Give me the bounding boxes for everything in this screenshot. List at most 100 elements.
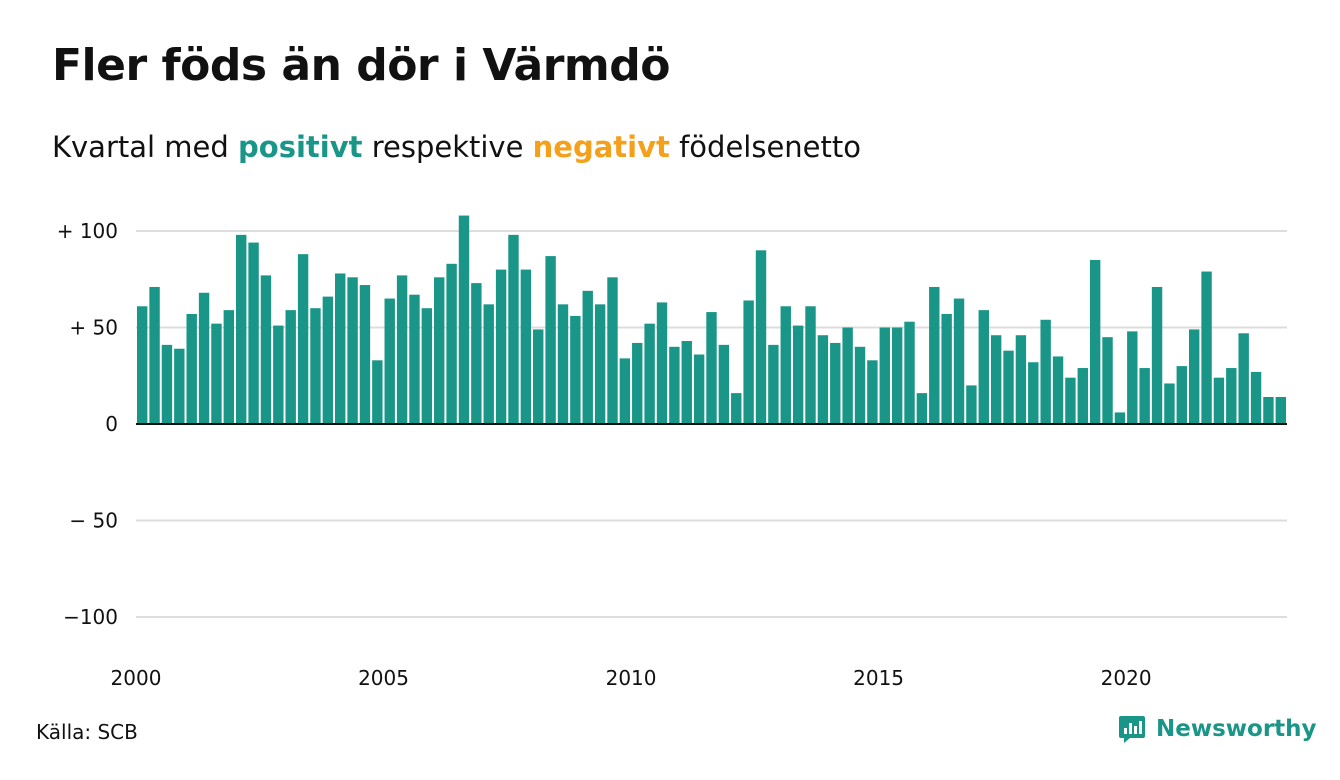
bar: [297, 254, 309, 424]
bar: [830, 342, 841, 424]
y-tick-label: + 50: [69, 316, 118, 340]
bar: [483, 304, 494, 424]
brand-name: Newsworthy: [1156, 716, 1317, 742]
bar: [644, 323, 655, 424]
bar: [632, 342, 643, 424]
bar: [335, 273, 346, 424]
bar-chart: + 100 + 50 0 − 50 −100 2000 2005 2010 2015 2020: [57, 215, 1287, 690]
bar: [706, 312, 717, 424]
bar: [285, 310, 296, 424]
bar: [1028, 362, 1039, 424]
bar: [1102, 337, 1113, 424]
bar: [582, 290, 593, 424]
subtitle-positive-label: positivt: [238, 130, 363, 164]
bar: [211, 323, 222, 424]
bar: [1065, 377, 1076, 424]
bar: [768, 344, 779, 424]
bar: [594, 304, 606, 424]
bar: [236, 234, 247, 424]
bar: [1226, 368, 1237, 424]
bar: [978, 310, 989, 424]
bar: [1040, 319, 1051, 424]
bar: [929, 286, 940, 424]
bar: [693, 354, 705, 424]
bar: [223, 310, 235, 424]
subtitle-prefix: Kvartal med: [52, 130, 229, 164]
bar: [458, 215, 470, 424]
bar: [681, 341, 692, 424]
bar: [273, 325, 284, 424]
bar: [817, 335, 829, 424]
bar: [1003, 350, 1014, 424]
bar: [1263, 396, 1274, 424]
bar: [1201, 271, 1212, 424]
subtitle-middle: respektive: [371, 130, 524, 164]
bar: [805, 306, 816, 424]
bar: [421, 308, 433, 424]
bar: [755, 250, 767, 424]
bar: [743, 300, 754, 424]
bar: [520, 269, 532, 424]
bar: [1176, 366, 1187, 424]
bar: [1151, 286, 1163, 424]
bar: [161, 344, 173, 424]
bar: [879, 327, 890, 424]
bar: [495, 269, 507, 424]
bar: [1114, 412, 1126, 424]
x-tick-label: 2015: [853, 666, 904, 690]
x-tick-label: 2020: [1101, 666, 1152, 690]
bar: [174, 348, 185, 424]
bar: [322, 296, 334, 424]
bar: [149, 286, 160, 424]
bar: [396, 275, 408, 424]
bar: [669, 346, 680, 424]
bar: [508, 234, 519, 424]
bar: [656, 302, 668, 424]
bar: [1089, 259, 1101, 424]
y-tick-label: − 50: [69, 509, 118, 533]
bar: [570, 315, 581, 424]
chart-subtitle: Kvartal med positivt respektive negativt…: [52, 130, 861, 164]
bar: [1213, 377, 1225, 424]
subtitle-negative-label: negativt: [532, 130, 670, 164]
bar: [792, 325, 804, 424]
bar: [471, 283, 482, 424]
bar: [731, 393, 742, 424]
bar: [854, 346, 866, 424]
bar: [842, 327, 853, 424]
bar: [1015, 335, 1027, 424]
bar: [867, 360, 878, 424]
bar: [1238, 333, 1249, 424]
bar: [359, 285, 371, 424]
y-tick-label: + 100: [57, 219, 118, 243]
bar: [384, 298, 395, 424]
bar: [533, 329, 544, 424]
bar: [347, 277, 358, 424]
bar: [607, 277, 618, 424]
bar: [409, 294, 420, 424]
bar: [1139, 368, 1150, 424]
subtitle-suffix: födelsenetto: [679, 130, 861, 164]
bar: [891, 327, 903, 424]
bar: [545, 256, 556, 424]
source-note: Källa: SCB: [36, 720, 138, 744]
bar: [904, 321, 915, 424]
y-tick-label: 0: [105, 412, 118, 436]
bar: [1052, 356, 1064, 424]
chart-title: Fler föds än dör i Värmdö: [52, 40, 670, 91]
bar: [1077, 368, 1088, 424]
bar: [446, 263, 457, 424]
bar: [990, 335, 1002, 424]
bar: [941, 313, 952, 424]
bar: [953, 298, 965, 424]
brand-logo: Newsworthy: [1118, 714, 1317, 744]
x-tick-label: 2005: [358, 666, 409, 690]
bar: [619, 358, 631, 424]
bar: [780, 306, 791, 424]
bar: [260, 275, 272, 424]
bar: [186, 313, 197, 424]
bar: [966, 385, 977, 424]
bar: [1127, 331, 1138, 424]
bar: [372, 360, 383, 424]
bar: [1275, 396, 1287, 424]
